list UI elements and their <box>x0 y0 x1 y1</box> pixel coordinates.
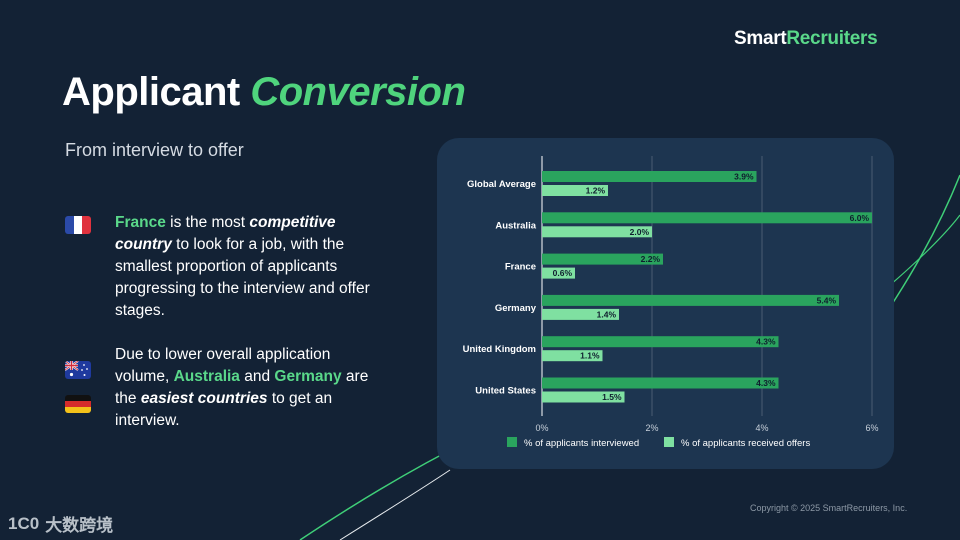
bar-interviewed <box>542 377 779 389</box>
bar-offers <box>542 350 603 362</box>
bar-interviewed <box>542 253 663 265</box>
chart-card: 0% 2% 4% 6% Global Average 3.9% 1.2% Australia 6… <box>437 138 894 469</box>
bar-chart: 0% 2% 4% 6% Global Average 3.9% 1.2% Australia 6… <box>463 156 879 449</box>
note-country-australia: Australia <box>173 368 240 385</box>
category-label: Australia <box>495 220 536 231</box>
data-label: 0.6% <box>553 268 573 278</box>
germany-flag-icon <box>65 395 91 413</box>
bar-offers <box>542 308 619 320</box>
watermark-logo: 1C0 <box>8 513 40 533</box>
x-tick-label: 0% <box>535 423 548 433</box>
x-tick-label: 4% <box>755 423 768 433</box>
data-label: 2.2% <box>641 254 661 264</box>
data-label: 1.4% <box>597 309 617 319</box>
france-note: France is the most competitive country t… <box>115 212 385 322</box>
note-country-france: France <box>115 214 166 231</box>
data-label: 1.5% <box>602 392 622 402</box>
australia-germany-note: Due to lower overall application volume,… <box>115 344 385 432</box>
bar-interviewed <box>542 212 872 224</box>
bar-interviewed <box>542 336 779 348</box>
data-label: 4.3% <box>756 378 776 388</box>
france-flag-icon <box>65 216 91 234</box>
note-text: to get an interview. <box>115 390 333 429</box>
watermark: 1C0 大数跨境 <box>8 511 113 536</box>
page-title: Applicant Conversion <box>62 70 466 115</box>
category-label: Global Average <box>467 179 536 190</box>
note-text: is the most <box>165 214 250 231</box>
legend-swatch <box>664 437 674 447</box>
x-tick-label: 6% <box>865 423 878 433</box>
bar-interviewed <box>542 171 757 182</box>
note-country-germany: Germany <box>274 368 342 385</box>
note-emphasis: easiest countries <box>140 390 268 407</box>
data-label: 5.4% <box>817 295 837 305</box>
brand-part1: Smart <box>734 28 787 49</box>
legend-swatch <box>507 437 517 447</box>
data-label: 4.3% <box>756 337 776 347</box>
watermark-text: 大数跨境 <box>45 516 114 535</box>
category-label: France <box>505 262 536 273</box>
brand-part2: Recruiters <box>786 28 878 49</box>
data-label: 3.9% <box>734 172 754 182</box>
note-emphasis: competitive country <box>115 214 336 253</box>
note-text: Due to lower overall application volume, <box>115 346 331 385</box>
copyright: Copyright © 2025 SmartRecruiters, Inc. <box>750 503 908 513</box>
bar-offers <box>542 185 608 196</box>
legend-label: % of applicants interviewed <box>524 438 639 449</box>
category-label: United States <box>475 386 536 397</box>
category-label: United Kingdom <box>463 344 536 355</box>
note-text: to look for a job, with the smallest pro… <box>115 236 370 319</box>
data-label: 2.0% <box>630 227 650 237</box>
title-accent: Conversion <box>250 70 466 114</box>
note-text: and <box>239 368 275 385</box>
x-tick-label: 2% <box>645 423 658 433</box>
data-label: 1.2% <box>586 186 606 196</box>
bar-offers <box>542 267 575 279</box>
brand-logo: SmartRecruiters <box>734 28 878 50</box>
category-label: Germany <box>495 303 537 314</box>
note-text: are the <box>115 368 369 407</box>
page-subtitle: From interview to offer <box>65 140 244 160</box>
data-label: 6.0% <box>850 213 870 223</box>
australia-flag-icon <box>65 361 91 379</box>
bar-offers <box>542 391 625 403</box>
bar-offers <box>542 226 652 238</box>
bar-interviewed <box>542 294 839 306</box>
legend-label: % of applicants received offers <box>681 438 810 449</box>
data-label: 1.1% <box>580 351 600 361</box>
title-plain: Applicant <box>62 70 240 114</box>
